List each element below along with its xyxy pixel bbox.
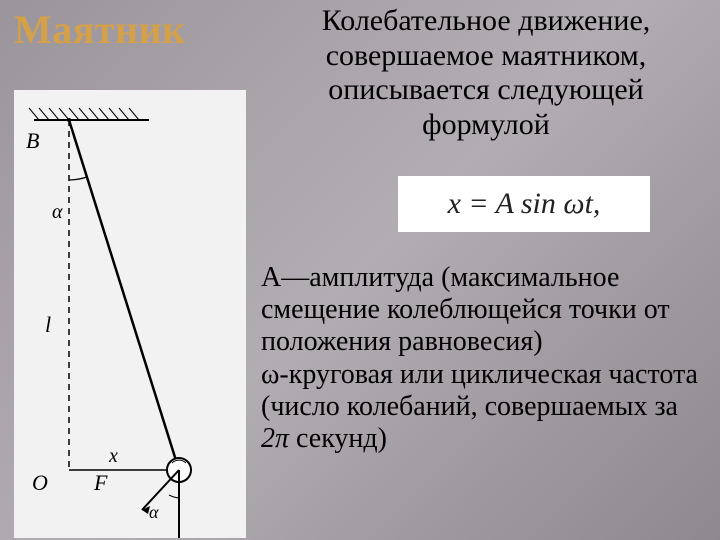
- formula-text: x = A sin ωt,: [448, 187, 601, 221]
- label-x: x: [108, 445, 118, 467]
- formula-box: x = A sin ωt,: [398, 176, 650, 232]
- label-alpha2: α: [149, 502, 159, 522]
- pendulum-svg: B α l x O F α P=mg: [14, 90, 246, 538]
- label-alpha: α: [52, 201, 63, 223]
- label-O: O: [32, 470, 48, 495]
- slide-title: Маятник: [14, 6, 186, 53]
- label-l: l: [45, 312, 51, 337]
- pendulum-diagram: B α l x O F α P=mg: [14, 90, 246, 538]
- slide: Маятник Колебательное движение, совершае…: [0, 0, 720, 540]
- label-B: B: [26, 128, 39, 153]
- body-text: A—амплитуда (максимальное смещение колеб…: [261, 262, 711, 455]
- body-p2-pre: ω-круговая или циклическая частота (числ…: [261, 359, 698, 422]
- body-p2-post: секунд): [289, 423, 387, 454]
- body-p2-em: 2π: [261, 423, 289, 454]
- body-p1: A—амплитуда (максимальное смещение колеб…: [261, 262, 670, 357]
- intro-text: Колебательное движение, совершаемое маят…: [266, 4, 706, 142]
- label-F: F: [93, 470, 108, 495]
